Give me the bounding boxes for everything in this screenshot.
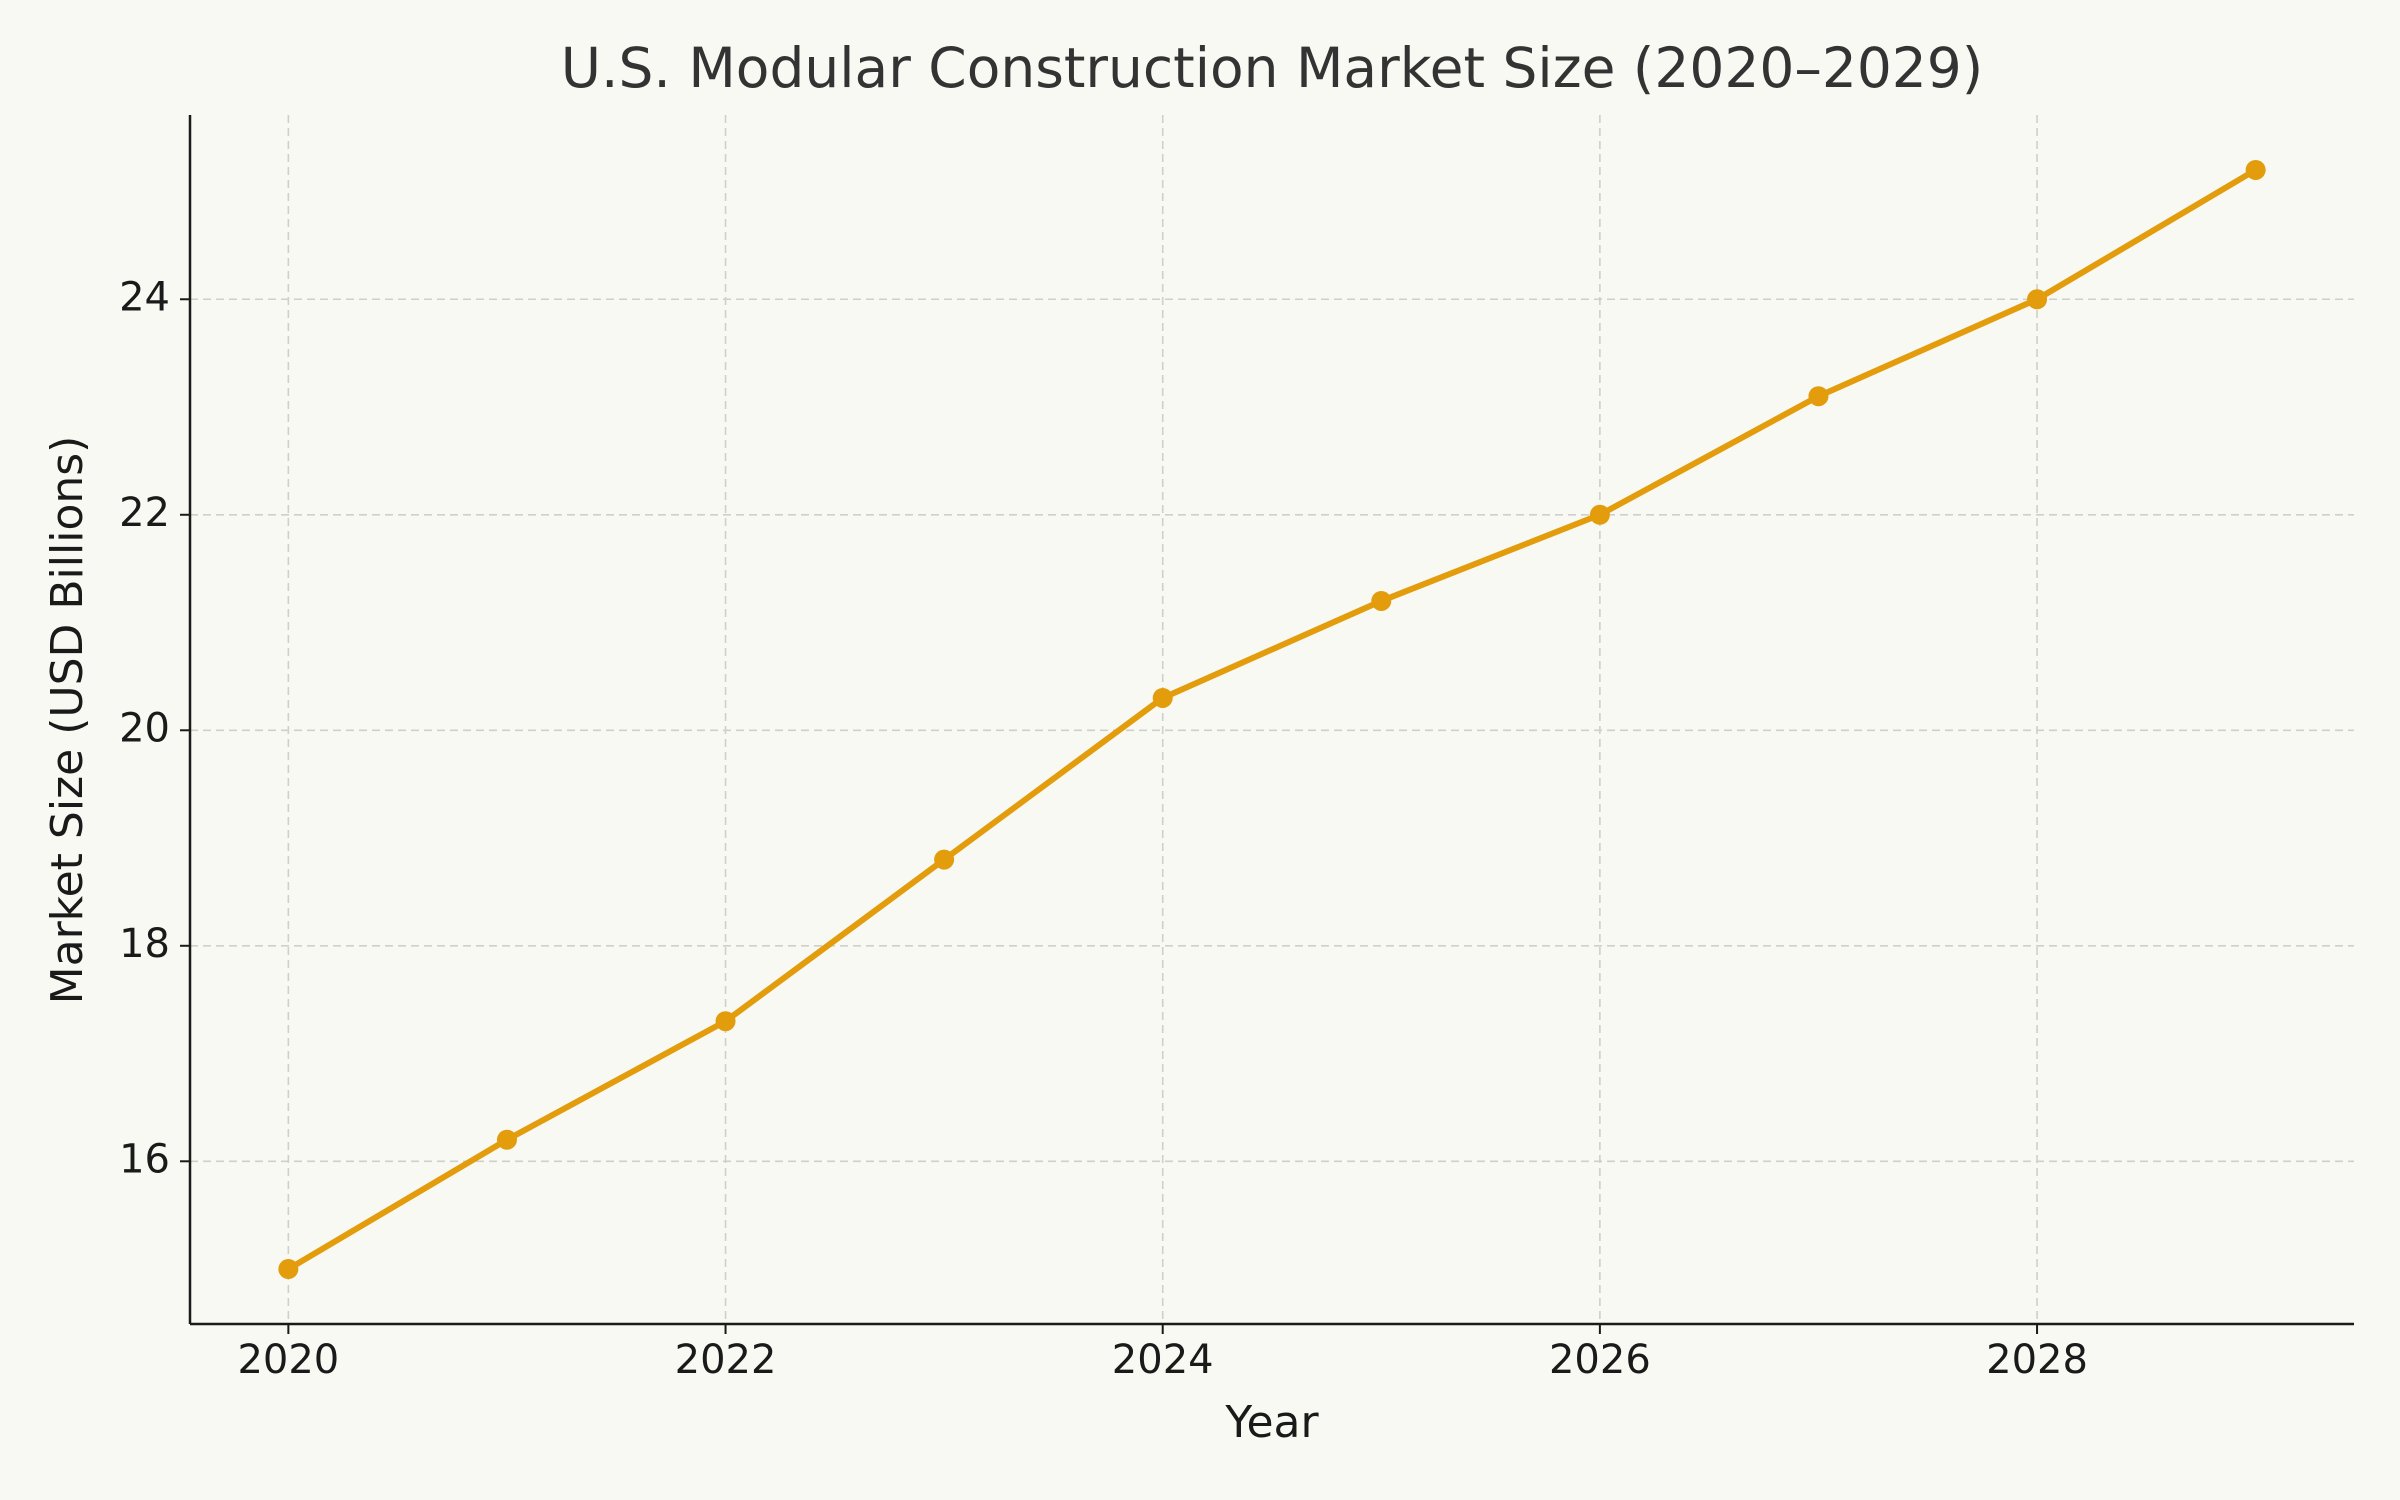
data-point bbox=[278, 1259, 299, 1280]
x-tick-label: 2026 bbox=[1549, 1337, 1651, 1383]
x-tick-label: 2020 bbox=[237, 1337, 339, 1383]
data-point bbox=[1589, 504, 1610, 525]
y-tick-label: 22 bbox=[119, 490, 170, 536]
data-point bbox=[2245, 159, 2266, 180]
y-tick-label: 18 bbox=[119, 921, 170, 967]
data-point bbox=[2027, 289, 2048, 310]
data-point bbox=[1808, 386, 1829, 407]
x-tick-label: 2024 bbox=[1112, 1337, 1214, 1383]
x-axis-label: Year bbox=[1224, 1397, 1319, 1448]
grid bbox=[190, 115, 2354, 1324]
x-tick-label: 2022 bbox=[675, 1337, 777, 1383]
data-point bbox=[715, 1011, 736, 1032]
data-line bbox=[286, 167, 2258, 1272]
data-point bbox=[1371, 590, 1392, 611]
data-point bbox=[496, 1129, 517, 1150]
y-tick-label: 24 bbox=[119, 274, 170, 320]
data-point bbox=[934, 849, 955, 870]
y-tick-label: 16 bbox=[119, 1136, 170, 1182]
y-axis-label: Market Size (USD Billions) bbox=[42, 436, 93, 1005]
plot-area bbox=[278, 159, 2266, 1280]
y-tick-label: 20 bbox=[119, 705, 170, 751]
chart-title: U.S. Modular Construction Market Size (2… bbox=[561, 36, 1984, 100]
x-tick-label: 2028 bbox=[1986, 1337, 2088, 1383]
data-point bbox=[1152, 687, 1173, 708]
